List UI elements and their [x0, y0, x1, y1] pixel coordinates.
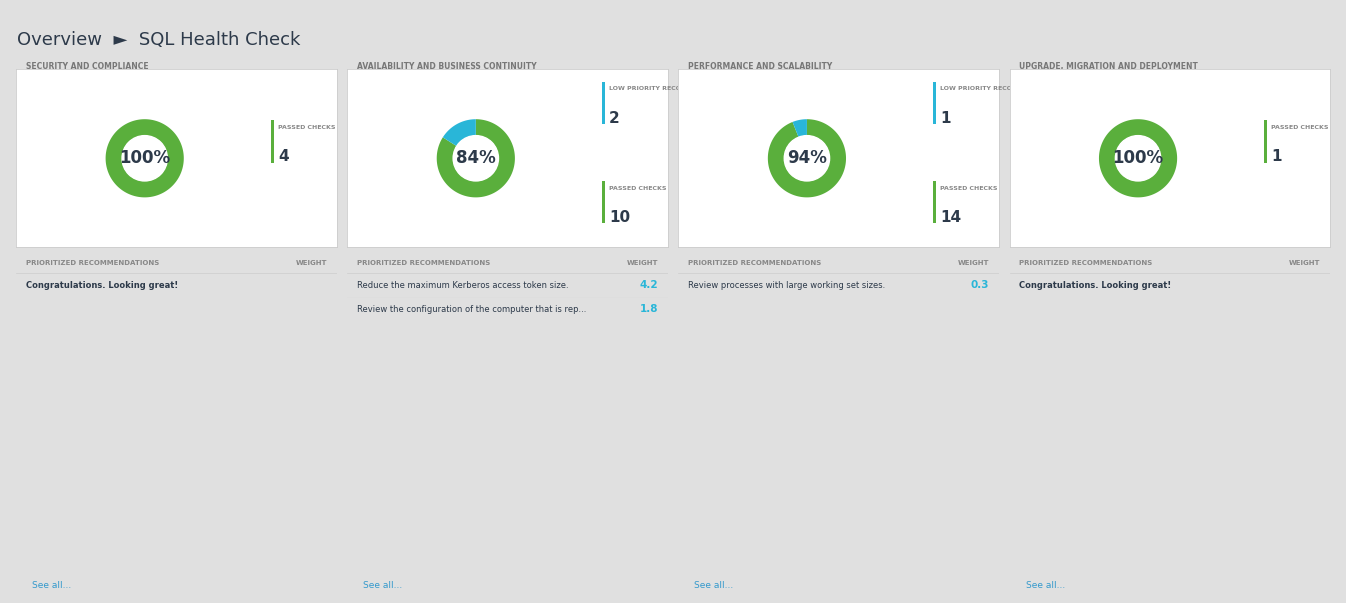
Text: Congratulations. Looking great!: Congratulations. Looking great!: [26, 281, 178, 290]
Text: PASSED CHECKS: PASSED CHECKS: [610, 186, 666, 191]
Text: PASSED CHECKS: PASSED CHECKS: [279, 125, 335, 130]
Text: PASSED CHECKS: PASSED CHECKS: [1272, 125, 1329, 130]
Bar: [602, 181, 604, 224]
Text: PERFORMANCE AND SCALABILITY: PERFORMANCE AND SCALABILITY: [688, 62, 832, 71]
Text: WEIGHT: WEIGHT: [957, 260, 989, 266]
Text: 100%: 100%: [120, 150, 170, 167]
Text: WEIGHT: WEIGHT: [295, 260, 327, 266]
Text: PASSED CHECKS: PASSED CHECKS: [941, 186, 997, 191]
Bar: [933, 82, 935, 124]
Text: PRIORITIZED RECOMMENDATIONS: PRIORITIZED RECOMMENDATIONS: [26, 260, 159, 266]
Bar: [271, 120, 273, 163]
Polygon shape: [1098, 119, 1178, 197]
Text: See all...: See all...: [363, 581, 402, 590]
Circle shape: [122, 136, 167, 181]
Text: Congratulations. Looking great!: Congratulations. Looking great!: [1019, 281, 1171, 290]
Polygon shape: [767, 119, 847, 197]
Text: LOW PRIORITY RECOMMENDATIO...: LOW PRIORITY RECOMMENDATIO...: [941, 86, 1063, 91]
Text: 84%: 84%: [456, 150, 495, 167]
Circle shape: [785, 136, 829, 181]
Text: 1: 1: [1272, 150, 1281, 165]
Polygon shape: [793, 119, 806, 137]
Text: 10: 10: [610, 210, 630, 226]
Text: 0.3: 0.3: [970, 280, 989, 291]
Text: WEIGHT: WEIGHT: [626, 260, 658, 266]
Text: WEIGHT: WEIGHT: [1288, 260, 1320, 266]
Text: 2: 2: [610, 111, 621, 126]
Text: See all...: See all...: [1026, 581, 1065, 590]
Text: 1.8: 1.8: [639, 305, 658, 314]
Bar: [602, 82, 604, 124]
Text: Review the configuration of the computer that is rep...: Review the configuration of the computer…: [357, 305, 587, 314]
Text: 94%: 94%: [787, 150, 826, 167]
Text: PRIORITIZED RECOMMENDATIONS: PRIORITIZED RECOMMENDATIONS: [1019, 260, 1152, 266]
Circle shape: [1116, 136, 1160, 181]
Text: See all...: See all...: [695, 581, 734, 590]
Text: Review processes with large working set sizes.: Review processes with large working set …: [688, 281, 886, 290]
Text: 4.2: 4.2: [639, 280, 658, 291]
Text: SECURITY AND COMPLIANCE: SECURITY AND COMPLIANCE: [26, 62, 148, 71]
Text: Reduce the maximum Kerberos access token size.: Reduce the maximum Kerberos access token…: [357, 281, 568, 290]
Text: 4: 4: [279, 150, 288, 165]
Text: Overview  ►  SQL Health Check: Overview ► SQL Health Check: [17, 31, 302, 49]
Polygon shape: [443, 119, 475, 146]
Text: PRIORITIZED RECOMMENDATIONS: PRIORITIZED RECOMMENDATIONS: [688, 260, 821, 266]
Polygon shape: [105, 119, 184, 197]
Text: See all...: See all...: [32, 581, 71, 590]
Bar: [933, 181, 935, 224]
Text: AVAILABILITY AND BUSINESS CONTINUITY: AVAILABILITY AND BUSINESS CONTINUITY: [357, 62, 537, 71]
Text: LOW PRIORITY RECOMMENDATIO...: LOW PRIORITY RECOMMENDATIO...: [610, 86, 732, 91]
Text: UPGRADE, MIGRATION AND DEPLOYMENT: UPGRADE, MIGRATION AND DEPLOYMENT: [1019, 62, 1198, 71]
Polygon shape: [436, 119, 516, 197]
Text: 100%: 100%: [1113, 150, 1163, 167]
Bar: [1264, 120, 1267, 163]
Text: 14: 14: [941, 210, 961, 226]
Text: PRIORITIZED RECOMMENDATIONS: PRIORITIZED RECOMMENDATIONS: [357, 260, 490, 266]
Text: 1: 1: [941, 111, 950, 126]
Circle shape: [454, 136, 498, 181]
